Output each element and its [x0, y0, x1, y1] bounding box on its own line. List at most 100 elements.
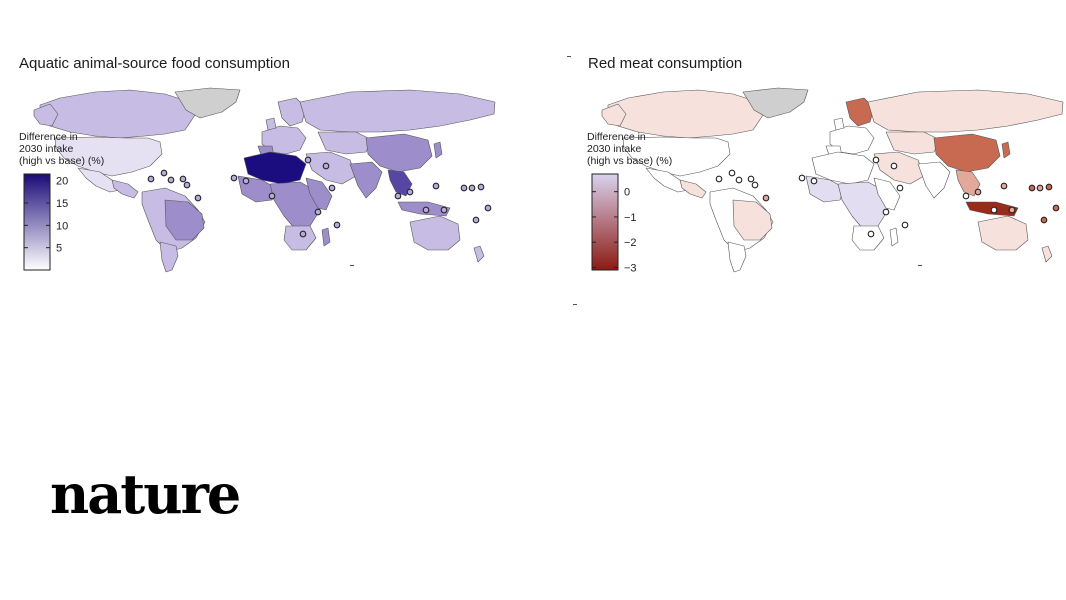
aquatic-map-title: Aquatic animal-source food consumption — [19, 55, 290, 72]
island-marker — [322, 162, 330, 170]
island-marker — [1052, 204, 1060, 212]
region-central-asia — [317, 131, 373, 155]
island-marker — [183, 181, 191, 189]
red-meat-world-map — [601, 87, 1064, 273]
region-australia — [409, 215, 461, 251]
legend-tick-label: 20 — [56, 176, 68, 188]
island-marker — [901, 221, 909, 229]
island-marker — [1008, 206, 1016, 214]
region-central-america — [679, 179, 707, 199]
island-marker — [160, 169, 168, 177]
region-southeast-asia — [955, 169, 981, 197]
region-southeast-asia — [387, 169, 413, 197]
island-marker — [440, 206, 448, 214]
aquatic-color-legend: 20 15 10 5 — [23, 173, 68, 271]
red-meat-map-title: Red meat consumption — [588, 55, 743, 72]
island-marker — [242, 177, 250, 185]
divider-mark — [918, 265, 922, 266]
region-india — [349, 161, 383, 199]
legend-title-line: 2030 intake — [587, 143, 642, 155]
region-southern-africa — [283, 225, 317, 251]
island-marker — [798, 174, 806, 182]
region-scandinavia — [845, 97, 875, 127]
legend-tick-label: 10 — [56, 220, 68, 232]
island-marker — [1045, 183, 1053, 191]
legend-tick-label: −1 — [624, 212, 637, 224]
region-australia — [977, 215, 1029, 251]
island-marker — [1040, 216, 1048, 224]
island-marker — [747, 175, 755, 183]
legend-tick-label: 5 — [56, 243, 62, 255]
island-marker — [715, 175, 723, 183]
region-alaska — [601, 103, 627, 127]
legend-tick-label: −3 — [624, 262, 637, 274]
island-marker — [422, 206, 430, 214]
island-marker — [896, 184, 904, 192]
divider-mark — [573, 304, 577, 305]
region-uk — [833, 117, 845, 131]
island-marker — [333, 221, 341, 229]
island-marker — [890, 162, 898, 170]
region-usa — [54, 136, 163, 177]
region-scandinavia — [277, 97, 307, 127]
legend-color-bar — [23, 173, 51, 271]
region-east-africa — [873, 177, 901, 211]
island-marker — [314, 208, 322, 216]
island-marker — [179, 175, 187, 183]
legend-title-line: Difference in — [19, 131, 78, 143]
legend-tick-label: 0 — [624, 187, 630, 199]
region-alaska — [33, 103, 59, 127]
island-marker — [230, 174, 238, 182]
island-marker — [974, 188, 982, 196]
legend-tick-label: −2 — [624, 237, 637, 249]
aquatic-world-map — [33, 87, 496, 273]
island-marker — [147, 175, 155, 183]
island-marker — [472, 216, 480, 224]
island-marker — [299, 230, 307, 238]
island-marker — [990, 206, 998, 214]
region-india — [917, 161, 951, 199]
nature-logo: nature — [50, 462, 241, 526]
small-island-markers — [715, 156, 1060, 238]
region-canada — [39, 89, 196, 139]
region-new-zealand — [473, 245, 485, 263]
region-china — [933, 133, 1001, 173]
aquatic-map-panel: Aquatic animal-source food consumption — [0, 0, 533, 300]
region-uk — [265, 117, 277, 131]
island-marker — [268, 192, 276, 200]
region-southern-cone — [727, 241, 747, 273]
island-marker — [1028, 184, 1036, 192]
island-marker — [872, 156, 880, 164]
island-marker — [432, 182, 440, 190]
island-marker — [406, 188, 414, 196]
island-marker — [735, 176, 743, 184]
island-marker — [1036, 184, 1044, 192]
island-marker — [194, 194, 202, 202]
island-marker — [167, 176, 175, 184]
island-marker — [304, 156, 312, 164]
island-marker — [477, 183, 485, 191]
region-north-africa — [811, 151, 875, 185]
island-marker — [762, 194, 770, 202]
legend-color-bar — [591, 173, 619, 271]
region-mexico — [645, 167, 689, 193]
island-marker — [728, 169, 736, 177]
divider-mark — [567, 56, 571, 57]
legend-title-line: 2030 intake — [19, 143, 74, 155]
island-marker — [1000, 182, 1008, 190]
region-usa — [622, 136, 731, 177]
region-east-africa — [305, 177, 333, 211]
region-greenland — [174, 87, 241, 119]
region-japan — [433, 141, 443, 159]
region-new-zealand — [1041, 245, 1053, 263]
island-marker — [882, 208, 890, 216]
region-central-america — [111, 179, 139, 199]
island-marker — [484, 204, 492, 212]
region-brazil — [164, 199, 205, 241]
region-russia — [299, 89, 496, 133]
island-marker — [810, 177, 818, 185]
island-marker — [328, 184, 336, 192]
region-russia — [867, 89, 1064, 133]
legend-title-line: (high vs base) (%) — [19, 155, 105, 167]
red-meat-color-legend: 0 −1 −2 −3 — [591, 173, 637, 274]
